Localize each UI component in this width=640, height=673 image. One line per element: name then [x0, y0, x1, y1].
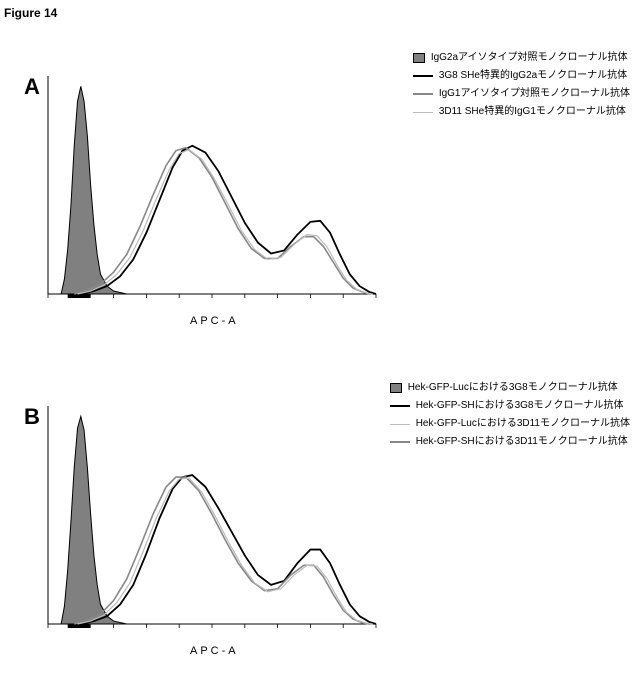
- legend-text: IgG2aアイソタイプ対照モノクローナル抗体: [431, 50, 628, 66]
- chart-B-svg: [40, 402, 380, 642]
- panel-B: B APC-A Hek-GFP-Lucにおける3G8モノクローナル抗体Hek-G…: [0, 380, 640, 670]
- legend-row: Hek-GFP-Lucにおける3G8モノクローナル抗体: [390, 380, 630, 396]
- legend-swatch: [390, 405, 410, 407]
- panel-A: A APC-A IgG2aアイソタイプ対照モノクローナル抗体 3G8 SHe特異的…: [0, 50, 640, 340]
- figure-title: Figure 14: [4, 6, 57, 20]
- legend-text: Hek-GFP-Lucにおける3G8モノクローナル抗体: [408, 380, 618, 396]
- legend-text: 3D11 SHe特異的IgG1モノクローナル抗体: [439, 104, 626, 120]
- legend-row: 3D11 SHe特異的IgG1モノクローナル抗体: [413, 104, 630, 120]
- legend-text: Hek-GFP-SHにおける3D11モノクローナル抗体: [416, 434, 628, 450]
- legend-swatch: [413, 75, 433, 77]
- legend-row: IgG2aアイソタイプ対照モノクローナル抗体: [413, 50, 630, 66]
- legend-text: 3G8 SHe特異的IgG2aモノクローナル抗体: [439, 68, 627, 84]
- legend-swatch: [413, 112, 433, 113]
- axis-label-A: APC-A: [190, 315, 239, 327]
- legend-swatch: [390, 424, 410, 425]
- legend-row: 3G8 SHe特異的IgG2aモノクローナル抗体: [413, 68, 630, 84]
- legend-text: Hek-GFP-SHにおける3G8モノクローナル抗体: [416, 398, 624, 414]
- legend-text: IgG1アイソタイプ対照モノクローナル抗体: [439, 86, 630, 102]
- legend-row: Hek-GFP-Lucにおける3D11モノクローナル抗体: [390, 416, 630, 432]
- legend-row: Hek-GFP-SHにおける3D11モノクローナル抗体: [390, 434, 630, 450]
- panel-B-label: B: [24, 404, 40, 430]
- legend-row: IgG1アイソタイプ対照モノクローナル抗体: [413, 86, 630, 102]
- legend-text: Hek-GFP-Lucにおける3D11モノクローナル抗体: [416, 416, 630, 432]
- axis-label-B: APC-A: [190, 645, 239, 657]
- panel-A-label: A: [24, 74, 40, 100]
- chart-A-svg: [40, 72, 380, 312]
- legend-A: IgG2aアイソタイプ対照モノクローナル抗体 3G8 SHe特異的IgG2aモノク…: [413, 50, 630, 122]
- legend-swatch: [390, 441, 410, 443]
- legend-row: Hek-GFP-SHにおける3G8モノクローナル抗体: [390, 398, 630, 414]
- legend-swatch: [390, 383, 402, 393]
- legend-swatch: [413, 93, 433, 95]
- legend-B: Hek-GFP-Lucにおける3G8モノクローナル抗体 Hek-GFP-SHにおけ…: [390, 380, 630, 452]
- legend-swatch: [413, 53, 425, 63]
